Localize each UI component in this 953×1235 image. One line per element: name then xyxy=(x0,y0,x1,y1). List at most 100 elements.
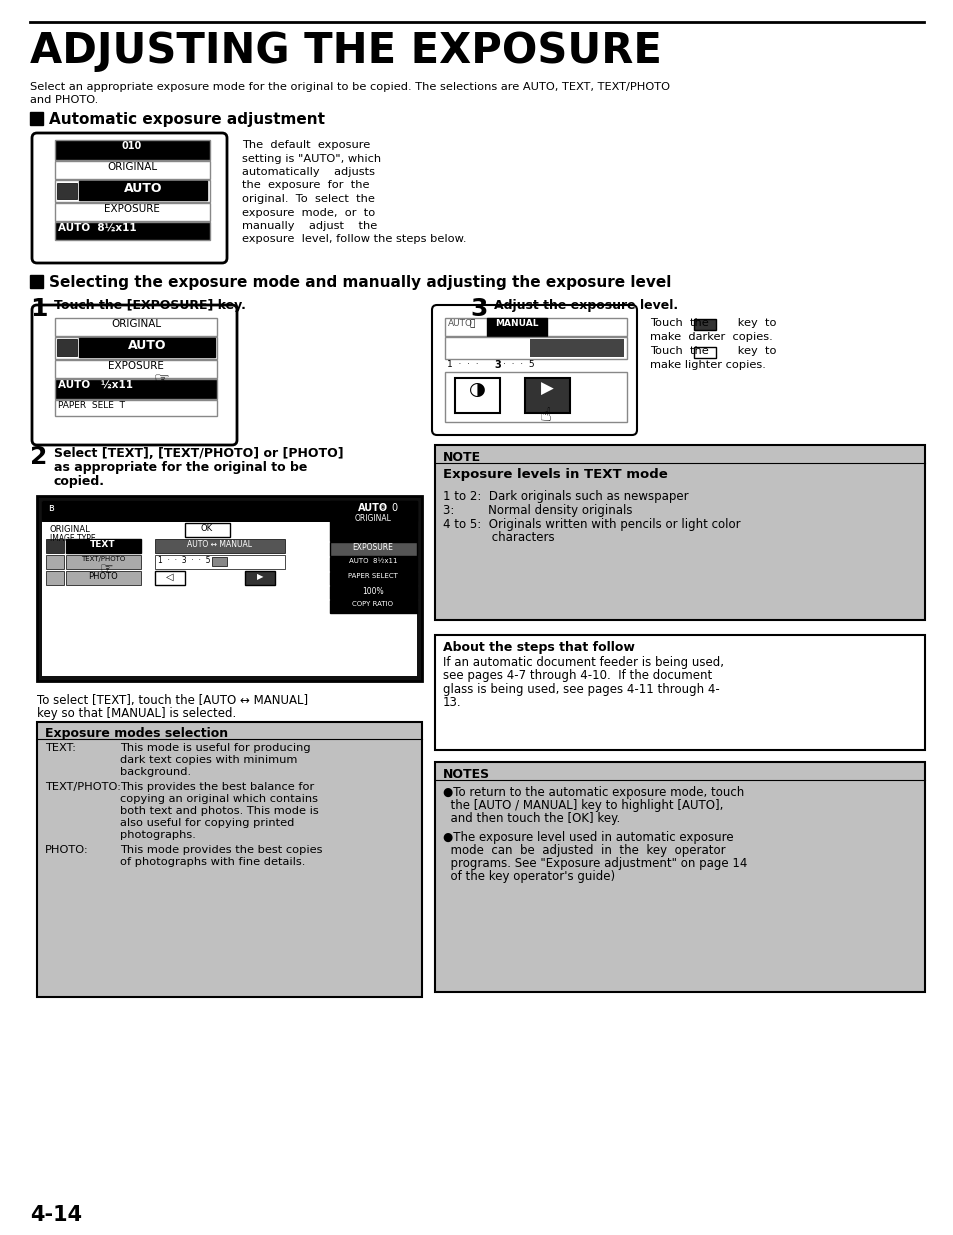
Bar xyxy=(474,337,475,338)
Bar xyxy=(500,337,502,338)
Text: EXPOSURE: EXPOSURE xyxy=(353,543,393,552)
Bar xyxy=(503,350,505,351)
Bar xyxy=(55,140,210,161)
Bar xyxy=(453,341,454,342)
Text: ◑: ◑ xyxy=(468,380,485,399)
Text: PHOTO: PHOTO xyxy=(88,572,118,580)
Text: ORIGINAL: ORIGINAL xyxy=(111,319,161,329)
Bar xyxy=(513,350,514,351)
Bar xyxy=(453,352,454,354)
Bar xyxy=(55,359,216,378)
Bar xyxy=(66,538,141,553)
Bar xyxy=(492,347,493,348)
Bar xyxy=(521,347,523,348)
Bar xyxy=(55,203,210,221)
Bar xyxy=(524,350,526,351)
Text: also useful for copying printed: also useful for copying printed xyxy=(120,818,294,827)
Bar xyxy=(447,347,448,348)
Text: 1  ·  ·  3  ·  ·  5: 1 · · 3 · · 5 xyxy=(158,556,211,564)
Bar xyxy=(464,343,466,345)
Bar xyxy=(492,343,493,345)
Bar xyxy=(447,337,448,338)
Bar xyxy=(461,347,463,348)
Bar xyxy=(527,352,529,354)
Text: AUTO  8½x11: AUTO 8½x11 xyxy=(58,224,136,233)
Text: Automatic exposure adjustment: Automatic exposure adjustment xyxy=(49,112,325,127)
Bar xyxy=(464,347,466,348)
Bar xyxy=(461,341,463,342)
Text: ☞: ☞ xyxy=(152,370,169,388)
Text: the [AUTO / MANUAL] key to highlight [AUTO],: the [AUTO / MANUAL] key to highlight [AU… xyxy=(442,799,722,811)
Text: NOTE: NOTE xyxy=(442,451,480,464)
Bar xyxy=(513,341,514,342)
Bar xyxy=(458,337,460,338)
Bar xyxy=(42,501,416,521)
Bar xyxy=(495,341,496,342)
Bar xyxy=(482,341,484,342)
Bar xyxy=(506,341,508,342)
Bar xyxy=(500,352,502,354)
Bar xyxy=(455,378,499,412)
Bar xyxy=(464,350,466,351)
Bar xyxy=(516,337,517,338)
Bar xyxy=(444,337,626,359)
Text: IMAGE TYPE: IMAGE TYPE xyxy=(50,534,95,543)
Bar xyxy=(497,352,499,354)
Bar xyxy=(693,347,716,358)
Bar xyxy=(185,522,230,537)
Bar xyxy=(527,341,529,342)
Bar xyxy=(516,350,517,351)
Bar xyxy=(489,352,490,354)
Bar xyxy=(489,347,490,348)
Bar xyxy=(503,352,505,354)
Text: 13.: 13. xyxy=(442,697,461,709)
Bar xyxy=(456,347,457,348)
Text: exposure  level, follow the steps below.: exposure level, follow the steps below. xyxy=(242,235,466,245)
Text: ●The exposure level used in automatic exposure: ●The exposure level used in automatic ex… xyxy=(442,831,733,844)
Bar xyxy=(471,343,472,345)
Bar xyxy=(518,350,520,351)
Bar xyxy=(506,337,508,338)
Bar xyxy=(450,341,451,342)
Bar xyxy=(510,341,511,342)
Text: mode  can  be  adjusted  in  the  key  operator: mode can be adjusted in the key operator xyxy=(442,844,725,857)
Bar xyxy=(516,341,517,342)
Bar xyxy=(471,352,472,354)
Text: see pages 4-7 through 4-10.  If the document: see pages 4-7 through 4-10. If the docum… xyxy=(442,669,712,683)
Text: 1  ·  ·  ·: 1 · · · xyxy=(447,359,478,369)
Text: 100%: 100% xyxy=(362,587,383,597)
Bar xyxy=(458,352,460,354)
Bar xyxy=(479,352,481,354)
Bar xyxy=(486,317,546,336)
Bar xyxy=(461,352,463,354)
Bar xyxy=(458,350,460,351)
Bar xyxy=(212,557,227,566)
Bar xyxy=(510,337,511,338)
Text: ▶: ▶ xyxy=(256,572,263,580)
Text: AUTO: AUTO xyxy=(448,319,473,329)
Text: ☝: ☝ xyxy=(539,406,551,425)
Bar xyxy=(453,343,454,345)
Bar xyxy=(42,522,416,676)
Bar xyxy=(510,352,511,354)
Bar xyxy=(245,571,274,585)
Text: ⭤: ⭤ xyxy=(470,319,475,329)
Bar xyxy=(485,337,487,338)
Bar xyxy=(464,341,466,342)
Text: COPY RATIO: COPY RATIO xyxy=(352,601,393,606)
Bar xyxy=(471,350,472,351)
Bar xyxy=(456,350,457,351)
Bar xyxy=(471,341,472,342)
Text: automatically    adjusts: automatically adjusts xyxy=(242,167,375,177)
Bar xyxy=(489,341,490,342)
Text: manually    adjust    the: manually adjust the xyxy=(242,221,376,231)
Bar xyxy=(527,350,529,351)
Bar xyxy=(476,347,478,348)
Bar xyxy=(468,350,469,351)
Text: This provides the best balance for: This provides the best balance for xyxy=(120,782,314,792)
Bar xyxy=(447,343,448,345)
Bar xyxy=(55,222,210,240)
Text: MANUAL: MANUAL xyxy=(495,319,538,329)
Bar xyxy=(521,343,523,345)
Bar xyxy=(513,347,514,348)
